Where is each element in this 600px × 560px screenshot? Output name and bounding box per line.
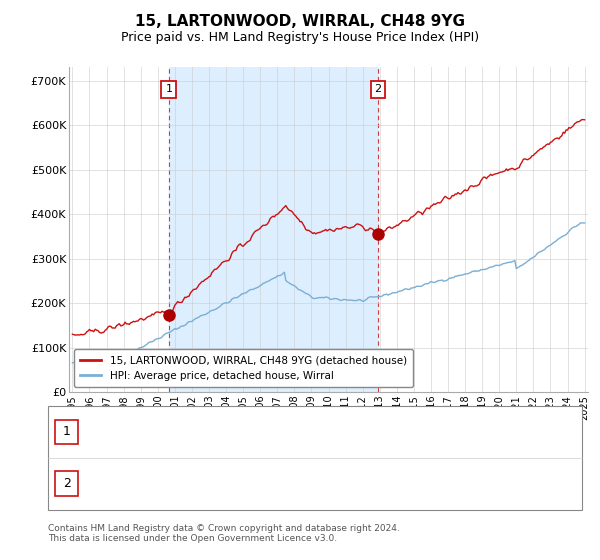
Text: 25-AUG-2000: 25-AUG-2000	[90, 426, 174, 438]
Text: £171,950: £171,950	[288, 426, 347, 438]
Text: 15, LARTONWOOD, WIRRAL, CH48 9YG: 15, LARTONWOOD, WIRRAL, CH48 9YG	[135, 14, 465, 29]
Text: 73% ↑ HPI: 73% ↑ HPI	[420, 426, 487, 438]
Text: 1: 1	[62, 426, 71, 438]
Text: £355,000: £355,000	[288, 477, 348, 490]
Text: Price paid vs. HM Land Registry's House Price Index (HPI): Price paid vs. HM Land Registry's House …	[121, 31, 479, 44]
Text: 27-NOV-2012: 27-NOV-2012	[90, 477, 173, 490]
Text: 1: 1	[166, 85, 172, 95]
Bar	[169, 67, 378, 392]
Text: 2: 2	[374, 85, 382, 95]
Text: 60% ↑ HPI: 60% ↑ HPI	[420, 477, 487, 490]
Text: 2: 2	[62, 477, 71, 490]
Legend: 15, LARTONWOOD, WIRRAL, CH48 9YG (detached house), HPI: Average price, detached : 15, LARTONWOOD, WIRRAL, CH48 9YG (detach…	[74, 349, 413, 387]
Text: Contains HM Land Registry data © Crown copyright and database right 2024.
This d: Contains HM Land Registry data © Crown c…	[48, 524, 400, 543]
